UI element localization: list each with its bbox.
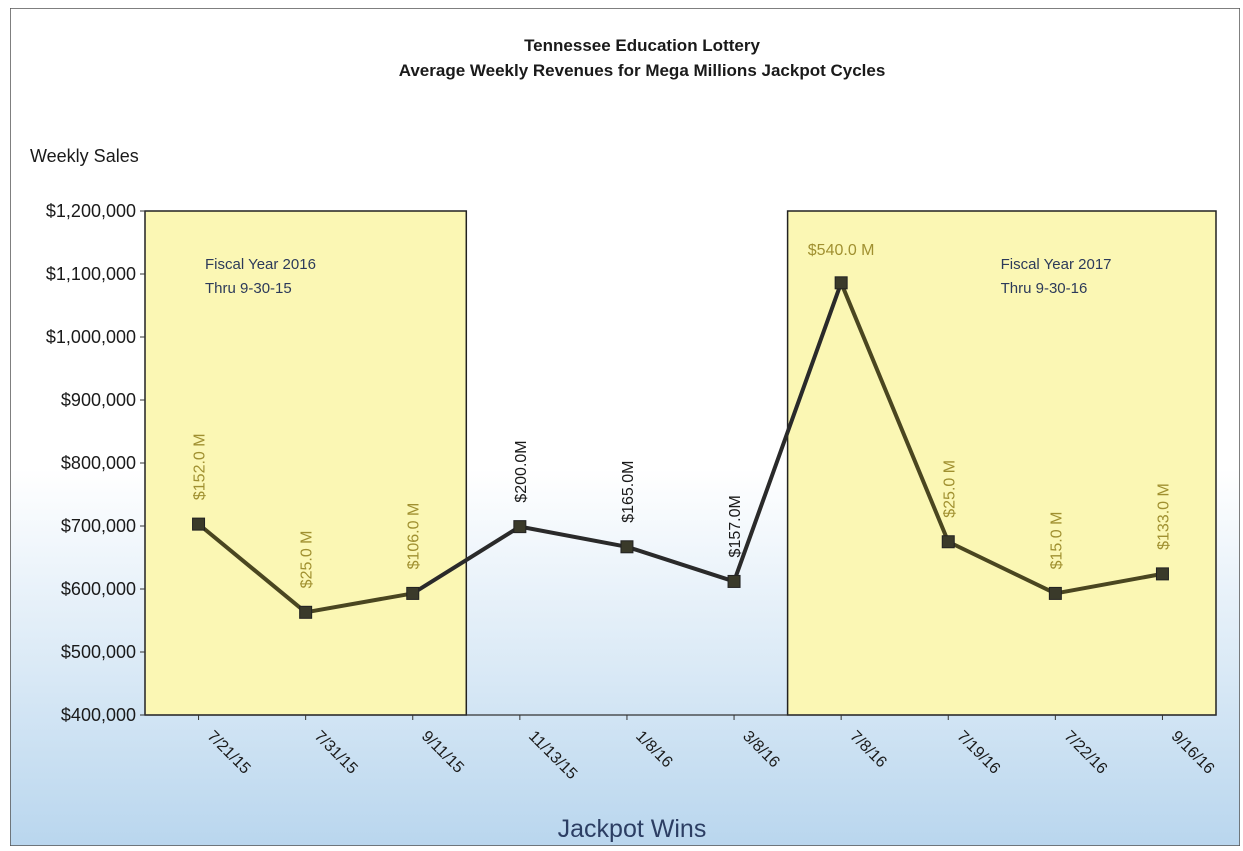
data-label: $200.0M <box>513 440 530 502</box>
data-point <box>1155 567 1169 581</box>
data-point <box>620 540 634 554</box>
data-point <box>941 535 955 549</box>
x-axis-label: Jackpot Wins <box>558 815 707 843</box>
y-tick-label: $700,000 <box>61 516 136 536</box>
series-segment <box>624 544 737 584</box>
series-segment <box>732 280 844 584</box>
data-point <box>1048 586 1062 600</box>
series-line <box>196 280 1165 615</box>
data-label: $540.0 M <box>808 242 875 259</box>
y-tick-label: $400,000 <box>61 705 136 725</box>
chart: Tennessee Education Lottery Average Week… <box>9 7 1241 847</box>
data-label: $133.0 M <box>1155 483 1172 550</box>
data-label: $25.0 M <box>299 530 316 588</box>
fiscal-region-1 <box>144 210 468 716</box>
y-tick-label: $500,000 <box>61 642 136 662</box>
chart-frame: Tennessee Education Lottery Average Week… <box>9 7 1241 847</box>
y-tick-label: $800,000 <box>61 453 136 473</box>
series-segment <box>410 524 522 596</box>
data-label: $165.0M <box>620 461 637 523</box>
y-tick-label: $600,000 <box>61 579 136 599</box>
series-segment <box>946 539 1058 596</box>
fiscal-year-regions: Fiscal Year 2016 Thru 9-30-15 Fiscal Year … <box>144 210 1217 716</box>
data-point <box>192 517 206 531</box>
data-point <box>513 520 527 534</box>
series-segment <box>303 591 415 615</box>
chart-title: Tennessee Education Lottery <box>524 36 760 55</box>
series-segment <box>839 280 951 544</box>
data-label: $157.0M <box>727 495 744 557</box>
y-axis-ticks: $400,000 $500,000 $600,000 $700,000 $800,000… <box>46 201 145 725</box>
data-label: $106.0 M <box>406 503 423 570</box>
series-markers <box>192 276 1169 619</box>
y-tick-label: $1,000,000 <box>46 327 136 347</box>
data-labels: $152.0 M $25.0 M $106.0 M $200.0M $165.0M $15… <box>192 242 1173 588</box>
series-segment <box>1053 571 1165 596</box>
data-label: $25.0 M <box>941 460 958 518</box>
chart-subtitle: Average Weekly Revenues for Mega Million… <box>399 61 886 80</box>
y-tick-label: $1,200,000 <box>46 201 136 221</box>
data-point <box>834 276 848 290</box>
data-point <box>299 605 313 619</box>
data-point <box>406 586 420 600</box>
region-label-line2: Thru 9-30-15 <box>205 280 292 297</box>
data-point <box>727 574 741 588</box>
y-tick-label: $1,100,000 <box>46 264 136 284</box>
data-label: $152.0 M <box>192 433 209 500</box>
y-axis-label: Weekly Sales <box>30 146 139 166</box>
region-label-line1: Fiscal Year 2016 <box>205 256 316 273</box>
data-label: $15.0 M <box>1048 512 1065 570</box>
series-segment <box>196 522 308 615</box>
series-segment <box>517 524 629 549</box>
y-tick-label: $900,000 <box>61 390 136 410</box>
region-label-line2: Thru 9-30-16 <box>1001 280 1088 297</box>
fiscal-region-2 <box>786 210 1217 716</box>
region-label-line1: Fiscal Year 2017 <box>1001 256 1112 273</box>
